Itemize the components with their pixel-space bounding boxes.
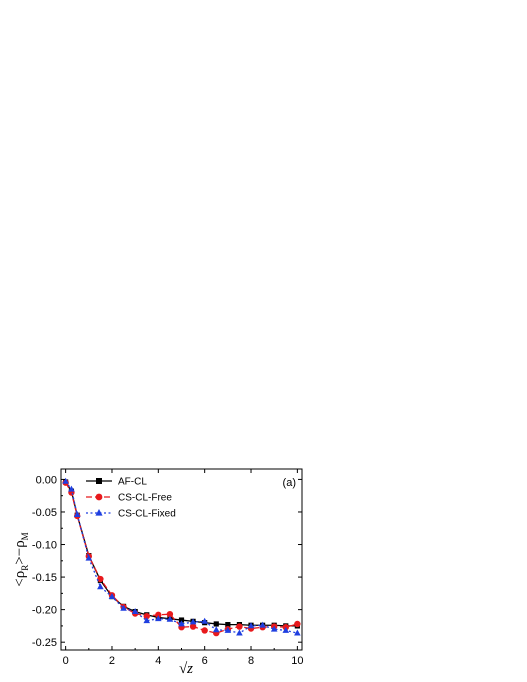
data-point <box>143 617 151 624</box>
panel-label: (a) <box>283 477 296 489</box>
data-point <box>155 615 162 622</box>
series-line <box>65 480 298 634</box>
data-point <box>213 621 219 627</box>
axes: 0 2 4 6 8 10 0.00 -0.05 -0.10 -0.15 -0.20 -0.25 √z <ρ… <box>12 469 303 677</box>
data-point <box>97 583 104 590</box>
x-tick-label: 4 <box>155 655 161 667</box>
data-point <box>224 626 232 633</box>
y-tick-label: -0.10 <box>32 540 57 552</box>
data-point <box>178 617 185 623</box>
data-point <box>225 622 231 628</box>
data-point <box>143 612 150 620</box>
data-point <box>73 510 81 517</box>
x-axis-label: √z <box>179 661 193 677</box>
series-line <box>65 481 298 627</box>
data-point <box>68 485 75 492</box>
legend-marker <box>96 478 102 484</box>
data-point <box>201 627 208 634</box>
y-tick-label: -0.15 <box>32 572 57 584</box>
data-point <box>270 625 278 632</box>
data-point <box>189 623 197 630</box>
y-axis-label-part: M <box>20 532 30 540</box>
series-af-cl <box>63 479 300 629</box>
x-tick-label: 2 <box>109 655 115 667</box>
data-point <box>131 607 139 614</box>
y-tick-label: -0.25 <box>32 637 57 649</box>
x-tick-label: 6 <box>202 655 208 667</box>
x-tick-label: 0 <box>63 655 69 667</box>
series-line <box>65 482 298 634</box>
legend-label: AF-CL <box>118 477 147 488</box>
x-axis-label-text: √z <box>179 661 193 677</box>
data-point <box>120 604 127 611</box>
data-point <box>236 623 243 630</box>
x-tick-label: 10 <box>291 655 303 667</box>
data-point <box>155 611 162 619</box>
data-point <box>62 477 69 484</box>
data-point <box>178 620 185 627</box>
legend-label: CS-CL-Free <box>118 493 172 504</box>
data-point <box>294 629 301 636</box>
data-point <box>189 618 197 625</box>
y-axis-label-part: R <box>20 565 30 571</box>
data-point <box>166 615 174 622</box>
series-cs-cl-fixed <box>62 477 301 636</box>
legend-marker <box>95 509 103 516</box>
data-point <box>108 593 116 600</box>
legend: AF-CL CS-CL-Free CS-CL-Fixed <box>86 477 176 520</box>
legend-marker <box>95 493 103 501</box>
y-axis-label-part: <ρ <box>12 571 28 587</box>
data-point <box>282 626 290 633</box>
y-axis-label-part: >−ρ <box>12 540 28 564</box>
data-point <box>166 610 174 618</box>
data-point <box>201 617 208 624</box>
legend-label: CS-CL-Fixed <box>118 509 176 520</box>
y-tick-label: -0.20 <box>32 605 57 617</box>
y-tick-label: -0.05 <box>32 507 57 519</box>
y-tick-label: 0.00 <box>36 474 57 486</box>
data-point <box>212 626 220 633</box>
data-point <box>85 554 93 561</box>
data-point <box>259 621 266 628</box>
data-point <box>294 620 301 628</box>
data-point <box>247 622 255 629</box>
series-cs-cl-free <box>62 479 301 637</box>
plot-marks <box>62 477 301 637</box>
x-tick-label: 8 <box>248 655 254 667</box>
data-point <box>97 575 104 583</box>
data-point <box>236 629 243 636</box>
y-axis-label: <ρR>−ρM <box>12 532 30 586</box>
